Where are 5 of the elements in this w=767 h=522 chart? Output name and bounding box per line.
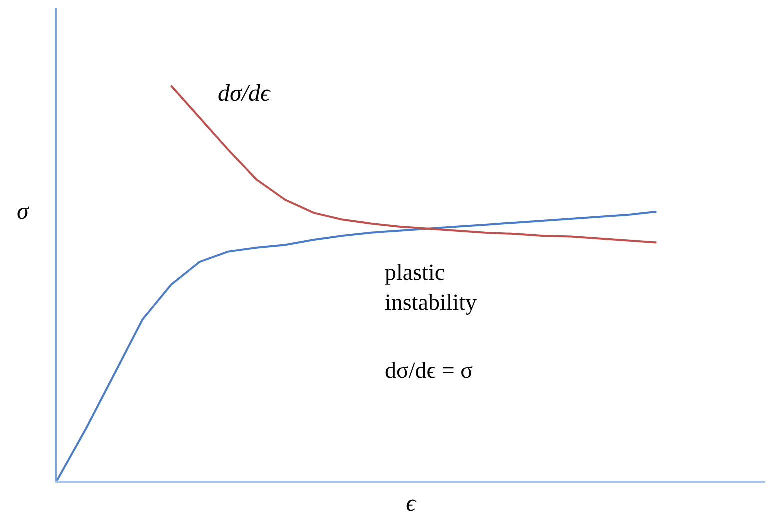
annotation: plastic instability <box>385 260 478 315</box>
annotation: dσ/dϵ = σ <box>385 358 474 383</box>
x-axis-title: ϵ <box>406 491 418 518</box>
y-axis-title: σ <box>17 199 30 225</box>
series-label: dσ/dϵ <box>218 81 272 107</box>
